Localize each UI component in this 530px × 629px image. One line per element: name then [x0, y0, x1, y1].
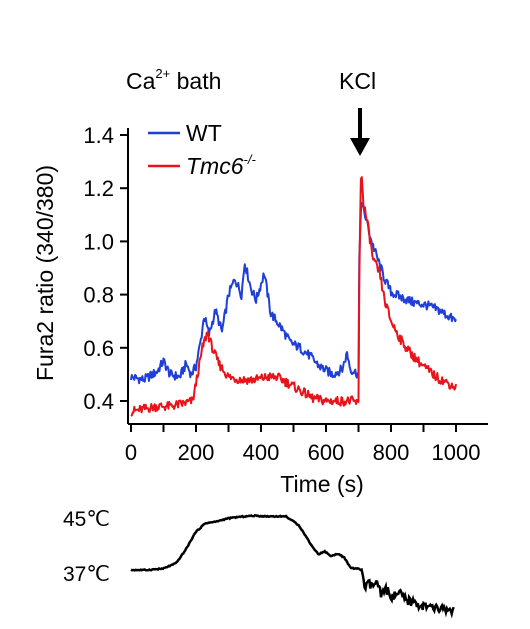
legend-label-wt: WT: [186, 120, 222, 146]
series-line-tmc6: [130, 176, 457, 417]
legend: WT Tmc6-/-: [148, 120, 256, 179]
y-axis-label: Fura2 ratio (340/380): [32, 165, 58, 381]
y-tick-label: 1.0: [83, 229, 114, 254]
x-tick-label: 800: [373, 440, 410, 465]
temperature-trace: [130, 513, 455, 619]
x-axis-label: Time (s): [280, 471, 363, 497]
data-series: [130, 176, 457, 417]
axes: 0.4 0.6 0.8 1.0 1.2 1.4 0 200 400 600 800 1000: [83, 123, 488, 465]
y-tick-label: 0.6: [83, 336, 114, 361]
x-tick-label: 400: [243, 440, 280, 465]
bath-annotation: Ca2+ bath: [126, 66, 221, 94]
y-tick-label: 1.4: [83, 123, 114, 148]
kcl-arrow: [350, 108, 370, 156]
x-tick-label: 0: [125, 440, 137, 465]
y-tick-label: 1.2: [83, 176, 114, 201]
x-tick-label: 200: [178, 440, 215, 465]
temp-high-label: 45℃: [63, 508, 110, 531]
kcl-annotation: KCl: [339, 68, 376, 94]
y-tick-label: 0.4: [83, 389, 114, 414]
series-line-wt: [130, 202, 457, 385]
legend-label-tmc6: Tmc6-/-: [186, 152, 256, 179]
x-tick-label: 600: [308, 440, 345, 465]
y-tick-label: 0.8: [83, 283, 114, 308]
x-tick-label: 1000: [432, 440, 481, 465]
temp-low-label: 37℃: [63, 563, 110, 586]
